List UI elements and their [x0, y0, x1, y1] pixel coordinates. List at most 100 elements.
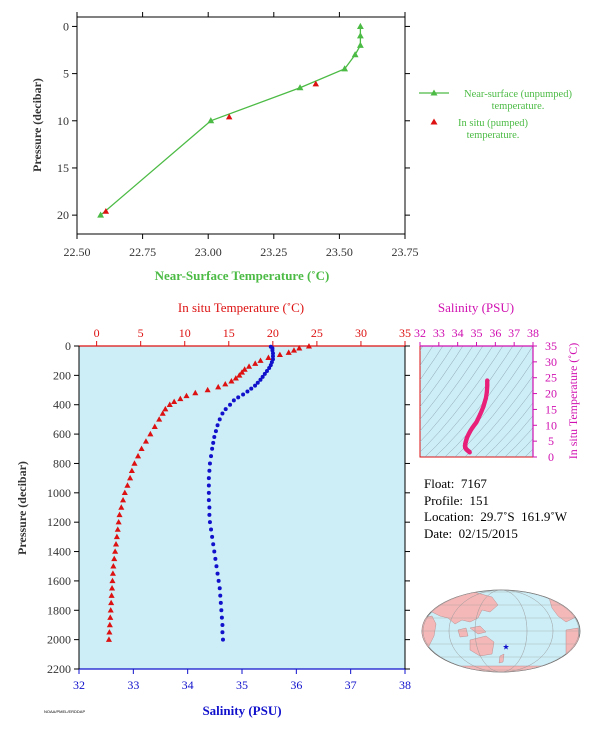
top-plot-frame — [76, 16, 406, 235]
legend-entry-unpumped-line2: temperature. — [492, 101, 545, 112]
ts-density-contour — [420, 346, 454, 395]
salinity-tick-label: 37 — [345, 678, 357, 692]
ts-y-tick-label: 15 — [545, 402, 557, 416]
temperature-axis: 0 5 10 15 20 25 30 35 — [94, 326, 411, 346]
salinity-point — [220, 411, 225, 416]
temperature-point — [241, 366, 248, 372]
ts-title: Salinity (PSU) — [438, 300, 514, 315]
temperature-point — [115, 518, 122, 525]
near-surface-temperature-chart: 22.50 22.75 23.00 23.25 23.50 23.75 05101520 … — [30, 12, 572, 283]
top-x-tick-label: 23.50 — [326, 245, 353, 259]
unpumped-temperature-point — [356, 22, 364, 29]
temperature-point — [112, 541, 120, 547]
world-map — [421, 589, 581, 673]
pressure-tick-label: 1200 — [47, 515, 71, 529]
salinity-point — [219, 608, 224, 613]
top-legend: Near-surface (unpumped) temperature. In … — [419, 89, 572, 141]
salinity-tick-label: 35 — [236, 678, 248, 692]
temperature-point — [108, 592, 115, 598]
top-x-tick-label: 23.25 — [260, 245, 287, 259]
temperature-axis-label: In situ Temperature (˚C) — [178, 300, 304, 315]
temperature-point — [131, 460, 138, 466]
temperature-point — [159, 410, 166, 416]
temperature-point — [232, 375, 239, 381]
temperature-point — [222, 380, 229, 387]
ts-plot-frame — [419, 345, 534, 458]
temperature-tick-label: 10 — [179, 326, 191, 340]
legend-red-triangle-icon — [430, 118, 438, 125]
float-info-block: Float: 7167 Profile: 151 Location: 29.7˚… — [424, 476, 567, 542]
salinity-point — [209, 454, 214, 459]
salinity-point — [217, 417, 222, 422]
salinity-point — [207, 512, 212, 517]
pressure-tick-label: 600 — [53, 427, 71, 441]
ts-density-contour — [464, 375, 533, 457]
pressure-tick-label: 1800 — [47, 603, 71, 617]
top-y-tick-label: 20 — [57, 208, 69, 222]
top-x-axis: 22.50 22.75 23.00 23.25 23.50 23.75 — [64, 12, 419, 259]
salinity-point — [245, 389, 250, 394]
ts-y-tick-label: 25 — [545, 371, 557, 385]
temperature-point — [215, 383, 222, 390]
temperature-salinity-profile-chart: 0 5 10 15 20 25 30 35 32 33 34 35 36 37 38 0 200 400 600… — [15, 300, 411, 718]
temperature-point — [290, 347, 298, 353]
salinity-point — [218, 600, 223, 605]
ts-density-contour — [420, 346, 484, 432]
temperature-point — [107, 614, 114, 620]
main-y-axis-label: Pressure (decibar) — [15, 461, 29, 555]
temperature-tick-label: 25 — [311, 326, 323, 340]
salinity-point — [214, 564, 219, 569]
salinity-point — [209, 527, 214, 532]
top-y-tick-label: 10 — [57, 114, 69, 128]
temperature-point — [106, 621, 113, 628]
salinity-point — [219, 615, 224, 620]
pressure-tick-label: 800 — [53, 456, 71, 470]
temperature-point — [138, 445, 145, 452]
temperature-point — [151, 423, 158, 429]
profile-series-group — [105, 343, 313, 642]
salinity-point — [215, 423, 220, 428]
unpumped-temperature-point — [351, 51, 359, 58]
salinity-point — [236, 395, 241, 400]
salinity-point — [260, 374, 265, 379]
ts-y-axis-label: In situ Temperature (˚C) — [566, 343, 580, 460]
ts-x-tick-label: 35 — [471, 326, 483, 340]
pressure-tick-label: 2200 — [47, 662, 71, 676]
salinity-tick-label: 38 — [399, 678, 411, 692]
temperature-point — [252, 360, 259, 366]
top-y-axis-label: Pressure (decibar) — [30, 78, 44, 172]
unpumped-temperature-point — [341, 65, 349, 72]
salinity-axis-label: Salinity (PSU) — [202, 703, 281, 718]
pressure-axis: 0 200 400 600 800 1000 1200 1400 1600 1800 2000 220… — [47, 339, 410, 676]
temperature-point — [265, 354, 272, 360]
ts-density-contour — [434, 346, 524, 457]
pressure-tick-label: 200 — [53, 368, 71, 382]
top-x-axis-label: Near-Surface Temperature (˚C) — [155, 268, 330, 283]
salinity-point — [211, 440, 216, 445]
ts-density-contour — [420, 346, 444, 381]
ts-density-contour — [444, 346, 533, 457]
temperature-point — [105, 636, 112, 642]
temperature-point — [109, 577, 116, 584]
temperature-tick-label: 20 — [267, 326, 279, 340]
ts-x-tick-label: 37 — [508, 326, 520, 340]
top-series-group — [97, 22, 364, 218]
pressure-tick-label: 1400 — [47, 545, 71, 559]
ts-density-contour — [424, 346, 514, 457]
pressure-tick-label: 0 — [65, 339, 71, 353]
salinity-point — [212, 435, 217, 440]
footer-credit: NOAA/PMEL/ERDDAP — [44, 709, 86, 714]
salinity-point — [258, 377, 263, 382]
salinity-point — [213, 429, 218, 434]
temperature-point — [192, 389, 199, 396]
temperature-point — [109, 570, 116, 576]
blue-star-icon — [502, 643, 510, 650]
salinity-point — [223, 407, 228, 412]
ts-density-contours — [420, 346, 533, 457]
ts-y-tick-label: 30 — [545, 355, 557, 369]
salinity-point — [210, 446, 215, 451]
salinity-point — [228, 402, 233, 407]
pumped-temperature-point — [312, 80, 320, 87]
salinity-point — [218, 593, 223, 598]
